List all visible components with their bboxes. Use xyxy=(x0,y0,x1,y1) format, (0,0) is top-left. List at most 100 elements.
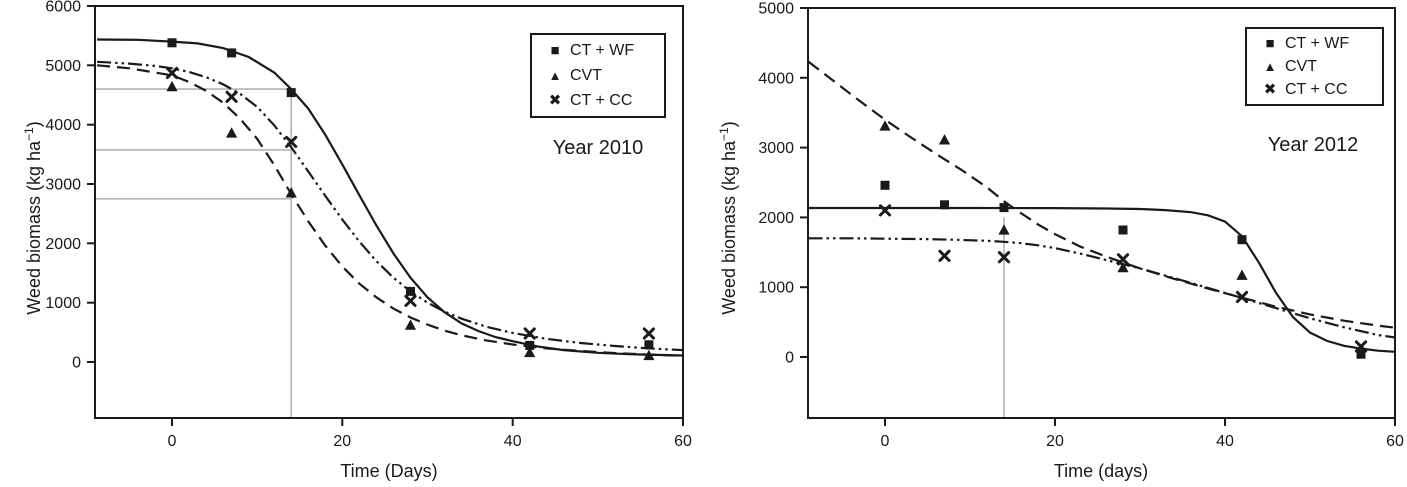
triangle-marker xyxy=(226,127,238,138)
curve-ct-cc xyxy=(97,60,684,352)
y-tick-label: 5000 xyxy=(758,1,794,18)
square-marker xyxy=(1356,349,1366,359)
legend-item-ct-cc: ✖ CT + CC xyxy=(545,88,664,113)
y-axis-title-close: ) xyxy=(719,121,739,128)
square-marker xyxy=(999,203,1009,213)
triangle-marker xyxy=(879,120,891,131)
square-marker xyxy=(1237,235,1247,245)
plot-frame xyxy=(807,7,1396,419)
triangle-marker xyxy=(404,319,417,330)
x-tick-label: 20 xyxy=(1046,433,1064,450)
y-axis-title-superscript: −1 xyxy=(717,127,731,141)
triangle-marker-icon: ▲ xyxy=(1263,59,1277,74)
square-marker xyxy=(286,88,296,98)
legend-item-ct-wf: ■ CT + WF xyxy=(545,38,664,63)
triangle-marker xyxy=(643,349,655,361)
x-axis-title-2010: Time (Days) xyxy=(340,461,438,481)
year-annotation-2012: Year 2012 xyxy=(1267,134,1359,156)
curve-cvt xyxy=(807,60,1396,329)
series-ct-cc-markers xyxy=(165,66,655,340)
x-tick-label: 60 xyxy=(1386,433,1404,450)
year-annotation-2010: Year 2010 xyxy=(552,137,644,159)
y-axis-title-text: Weed biomass (kg ha xyxy=(719,140,739,315)
series-cvt-markers xyxy=(879,120,1248,280)
y-tick-label: 4000 xyxy=(758,70,794,87)
x-tick-label: 0 xyxy=(168,433,177,450)
legend-item-ct-cc: ✖ CT + CC xyxy=(1260,78,1382,101)
x-tick-label: 0 xyxy=(881,433,890,450)
legend-label: CVT xyxy=(570,66,602,84)
y-tick-label: 4000 xyxy=(45,117,81,134)
y-axis-title-2010: Weed biomass (kg ha−1) xyxy=(22,61,44,375)
y-axis-title-text: Weed biomass (kg ha xyxy=(24,140,44,315)
x-marker xyxy=(1235,290,1249,304)
y-tick-label: 0 xyxy=(785,350,794,367)
legend-label: CVT xyxy=(1285,57,1317,75)
x-marker xyxy=(997,251,1011,264)
legend-label: CT + CC xyxy=(570,91,633,109)
x-marker xyxy=(878,204,892,217)
y-axis-title-2012: Weed biomass (kg ha−1) xyxy=(717,61,739,375)
square-marker xyxy=(1118,225,1128,235)
triangle-marker xyxy=(166,80,178,92)
axis-ticks xyxy=(87,5,684,426)
chart-year-2012: 0 20 40 60 0 1000 2000 3000 4000 5000 xyxy=(758,1,1404,451)
legend-2010: ■ CT + WF ▲ CVT ✖ CT + CC xyxy=(530,33,666,118)
chart-year-2010: 0 20 40 60 0 1000 2000 3000 4000 5000 6000 xyxy=(45,0,692,450)
legend-label: CT + WF xyxy=(1285,34,1350,52)
y-tick-label: 3000 xyxy=(45,177,81,194)
triangle-marker xyxy=(1236,269,1248,280)
legend-label: CT + CC xyxy=(1285,80,1348,98)
series-ct-wf-markers xyxy=(167,38,654,350)
square-marker xyxy=(167,38,177,48)
x-tick-label: 60 xyxy=(674,433,692,450)
x-marker xyxy=(404,294,417,307)
tick-labels: 0 20 40 60 0 1000 2000 3000 4000 5000 xyxy=(758,1,1404,451)
curve-ct-wf xyxy=(808,206,1396,353)
x-marker xyxy=(523,327,536,340)
x-tick-label: 40 xyxy=(504,433,522,450)
square-marker-icon: ■ xyxy=(1265,35,1275,52)
triangle-marker-icon: ▲ xyxy=(548,68,562,83)
curve-ct-cc xyxy=(808,237,1396,339)
x-marker xyxy=(642,327,655,340)
x-tick-label: 40 xyxy=(1216,433,1234,450)
axis-ticks xyxy=(800,7,1396,426)
legend-item-cvt: ▲ CVT xyxy=(545,63,664,88)
triangle-marker xyxy=(524,346,536,358)
y-tick-label: 1000 xyxy=(758,280,794,297)
tick-labels: 0 20 40 60 0 1000 2000 3000 4000 5000 6000 xyxy=(45,0,692,450)
plot-frame xyxy=(94,5,684,419)
square-marker xyxy=(525,340,535,350)
legend-item-cvt: ▲ CVT xyxy=(1260,55,1382,78)
legend-item-ct-wf: ■ CT + WF xyxy=(1260,32,1382,55)
reference-lines xyxy=(95,88,293,418)
y-tick-label: 1000 xyxy=(45,295,81,312)
legend-label: CT + WF xyxy=(570,41,635,59)
y-tick-label: 2000 xyxy=(758,210,794,227)
triangle-marker xyxy=(998,224,1010,235)
square-marker xyxy=(227,48,237,58)
x-marker-icon: ✖ xyxy=(1263,81,1277,98)
x-marker xyxy=(938,249,951,262)
y-axis-title-superscript: −1 xyxy=(22,127,36,141)
triangle-marker xyxy=(938,134,951,145)
y-tick-label: 3000 xyxy=(758,140,794,157)
legend-2012: ■ CT + WF ▲ CVT ✖ CT + CC xyxy=(1245,27,1384,106)
series-ct-cc-markers xyxy=(878,204,1368,353)
triangle-marker xyxy=(285,187,297,198)
y-tick-label: 6000 xyxy=(45,0,81,16)
triangle-marker xyxy=(1117,261,1129,273)
y-tick-label: 2000 xyxy=(45,236,81,253)
square-marker xyxy=(406,286,415,296)
x-marker-icon: ✖ xyxy=(548,92,562,109)
x-tick-label: 20 xyxy=(333,433,351,450)
x-marker xyxy=(1354,340,1368,353)
x-axis-title-2012: Time (days) xyxy=(1053,461,1149,481)
series-ct-wf-markers xyxy=(880,180,1366,359)
square-marker xyxy=(644,340,654,350)
y-tick-label: 0 xyxy=(72,355,81,372)
x-marker xyxy=(285,135,298,148)
